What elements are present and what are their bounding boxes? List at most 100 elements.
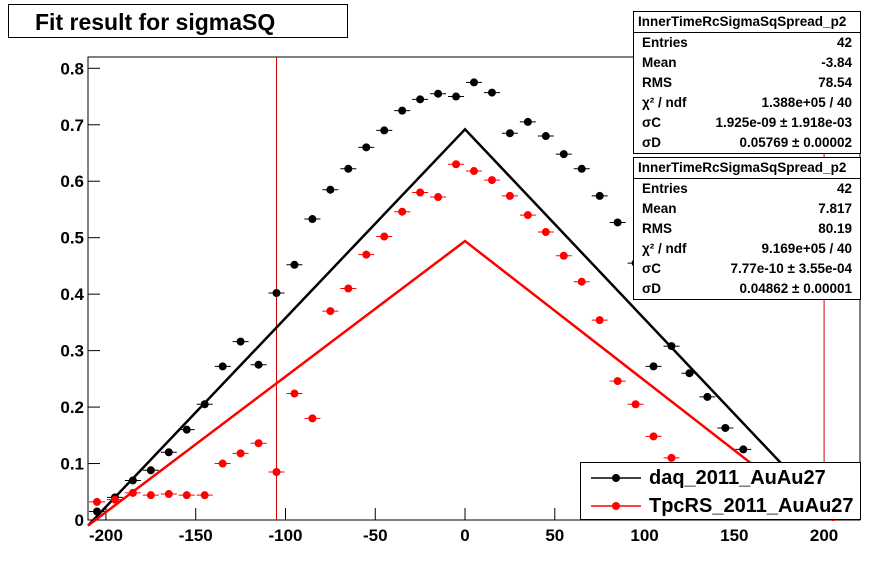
data-point (254, 360, 263, 369)
data-point (613, 377, 622, 386)
legend: daq_2011_AuAu27 TpcRS_2011_AuAu27 (580, 462, 861, 520)
data-point (505, 191, 514, 200)
x-tick-label: -150 (179, 526, 213, 545)
data-point (434, 89, 443, 98)
y-tick-label: 0.6 (60, 172, 84, 191)
legend-entry-daq: daq_2011_AuAu27 (581, 465, 860, 491)
data-point (434, 193, 443, 202)
legend-marker-icon (591, 502, 641, 510)
stats-key: σD (642, 135, 661, 150)
data-point (362, 143, 371, 152)
data-point (236, 337, 245, 346)
data-point (254, 439, 263, 448)
data-point (380, 126, 389, 135)
y-tick-label: 0.8 (60, 59, 84, 78)
stats-key: χ² / ndf (642, 95, 687, 110)
data-point (272, 289, 281, 298)
data-point (523, 117, 532, 126)
legend-label: TpcRS_2011_AuAu27 (649, 495, 854, 517)
stats-value: 9.169e+05 / 40 (761, 241, 852, 256)
data-point (452, 92, 461, 101)
x-tick-label: 50 (545, 526, 564, 545)
data-point (416, 188, 425, 197)
data-point (721, 423, 730, 432)
stats-key: Mean (642, 201, 677, 216)
data-point (487, 88, 496, 97)
data-point (218, 362, 227, 371)
stats-box-name: InnerTimeRcSigmaSqSpread_p2 (634, 12, 860, 33)
stats-value: 78.54 (818, 75, 852, 90)
data-point (649, 432, 658, 441)
chart-title: Fit result for sigmaSQ (8, 4, 348, 38)
data-point (416, 95, 425, 104)
y-tick-label: 0.1 (60, 455, 84, 474)
data-point (398, 207, 407, 216)
stats-value: 0.05769 ± 0.00002 (739, 135, 852, 150)
data-point (344, 164, 353, 173)
x-tick-label: 100 (630, 526, 658, 545)
data-point (218, 459, 227, 468)
data-point (541, 228, 550, 237)
data-point (685, 369, 694, 378)
data-point (595, 316, 604, 325)
legend-label: daq_2011_AuAu27 (649, 467, 826, 489)
data-point (200, 491, 209, 500)
y-tick-label: 0.3 (60, 342, 84, 361)
data-point (326, 307, 335, 316)
data-point (146, 491, 155, 500)
x-tick-label: -50 (363, 526, 388, 545)
legend-marker-icon (591, 474, 641, 482)
stats-key: RMS (642, 75, 672, 90)
data-point (470, 78, 478, 87)
data-point (200, 400, 209, 409)
y-tick-label: 0.2 (60, 398, 84, 417)
data-point (505, 129, 514, 138)
stats-value: 0.04862 ± 0.00001 (739, 281, 852, 296)
data-point (613, 218, 622, 227)
fit-line-1 (87, 239, 825, 527)
y-tick-label: 0 (75, 511, 84, 530)
data-point (164, 490, 173, 499)
stats-value: 7.817 (818, 201, 852, 216)
data-point (595, 191, 604, 200)
stats-key: Entries (642, 35, 688, 50)
stats-key: σC (642, 261, 661, 276)
stats-key: χ² / ndf (642, 241, 687, 256)
stats-value: 42 (836, 181, 852, 196)
data-point (272, 468, 281, 477)
stats-key: RMS (642, 221, 672, 236)
data-point (631, 400, 640, 409)
data-point (344, 284, 353, 293)
data-point (577, 164, 586, 173)
data-point (290, 260, 299, 269)
data-point (308, 215, 317, 224)
stats-value: 1.388e+05 / 40 (761, 95, 852, 110)
stats-key: σD (642, 281, 661, 296)
data-point (739, 445, 748, 454)
legend-entry-tpcrs: TpcRS_2011_AuAu27 (581, 493, 860, 519)
data-point (452, 160, 461, 169)
stats-key: Entries (642, 181, 688, 196)
stats-value: 42 (836, 35, 852, 50)
y-tick-label: 0.4 (60, 285, 84, 304)
x-tick-label: 200 (810, 526, 838, 545)
data-point (182, 491, 191, 500)
stats-value: 7.77e-10 ± 3.55e-04 (730, 261, 853, 276)
data-point (110, 495, 119, 504)
data-point (559, 251, 568, 260)
data-point (380, 232, 389, 241)
x-tick-label: 150 (720, 526, 748, 545)
data-point (523, 211, 532, 220)
data-point (577, 277, 586, 286)
data-point (290, 389, 299, 398)
data-point (164, 448, 173, 457)
stats-value: 80.19 (818, 221, 852, 236)
data-point (703, 392, 712, 401)
data-point (182, 425, 191, 434)
data-point (326, 185, 335, 194)
stats-box-daq: InnerTimeRcSigmaSqSpread_p2 Entries 42 Me… (633, 11, 861, 154)
data-point (487, 176, 496, 185)
data-point (559, 150, 568, 159)
data-point (92, 507, 101, 516)
y-tick-label: 0.5 (60, 229, 84, 248)
